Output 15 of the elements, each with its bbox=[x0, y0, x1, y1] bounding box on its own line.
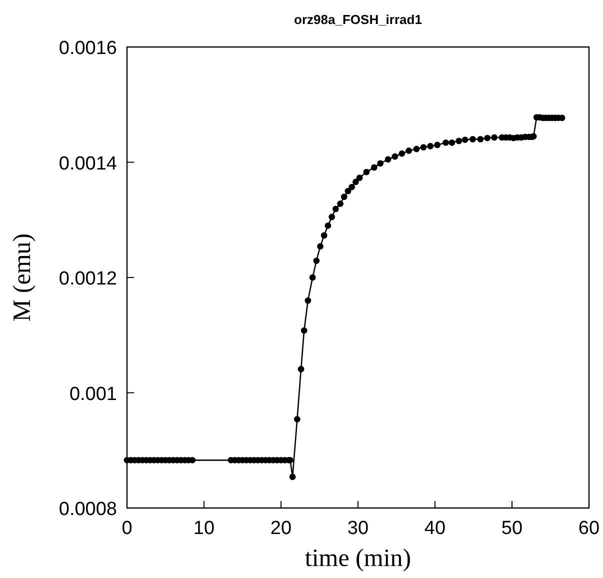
y-tick-label: 0.0014 bbox=[58, 153, 118, 174]
x-tick-label: 60 bbox=[578, 518, 600, 539]
y-tick-label: 0.0016 bbox=[58, 38, 117, 59]
y-tick-label: 0.0012 bbox=[58, 268, 117, 290]
y-axis-title: M (emu) bbox=[9, 233, 36, 322]
y-tick-label: 0.001 bbox=[69, 384, 117, 405]
x-tick-label: 10 bbox=[193, 518, 215, 539]
x-axis-title: time (min) bbox=[304, 545, 412, 572]
x-tick-label: 50 bbox=[501, 518, 523, 539]
y-tick-label: 0.0008 bbox=[58, 499, 117, 520]
x-tick-label: 30 bbox=[347, 518, 369, 539]
x-tick-label: 0 bbox=[122, 518, 132, 539]
chart-title: orz98a_FOSH_irrad1 bbox=[294, 12, 422, 27]
x-tick-label: 40 bbox=[424, 518, 446, 539]
x-tick-label: 20 bbox=[270, 518, 292, 539]
